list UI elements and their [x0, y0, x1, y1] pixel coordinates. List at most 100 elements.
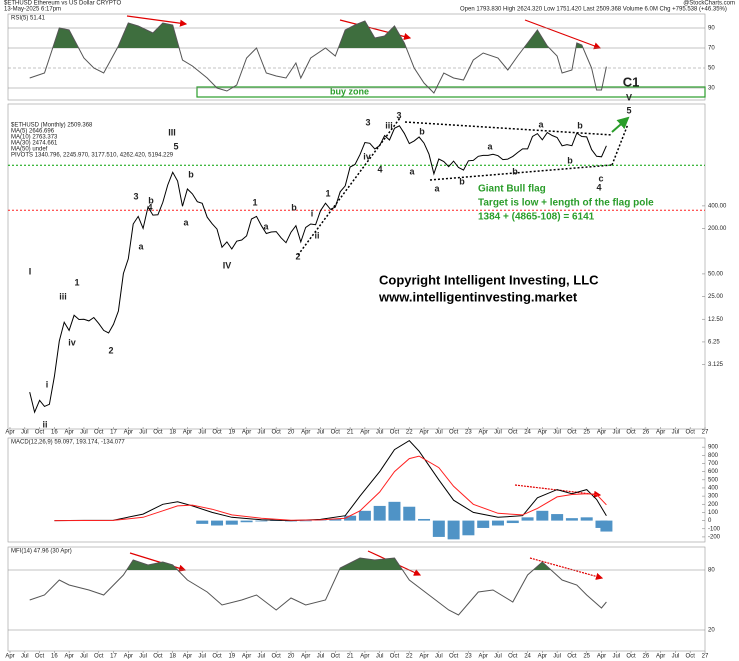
x-tick-label: Jul	[21, 430, 29, 436]
x-tick-label: Oct	[212, 654, 222, 660]
wave-label: 4	[147, 202, 152, 212]
x-tick-label: Apr	[64, 430, 73, 436]
x-tick-label: Oct	[271, 430, 281, 436]
x-tick-label: Oct	[626, 654, 636, 660]
histogram-bar	[418, 518, 431, 521]
wave-label: i	[46, 379, 49, 389]
x-tick-label: Jul	[80, 654, 88, 660]
histogram-bar	[551, 514, 564, 521]
x-tick-label: Apr	[124, 430, 133, 436]
wave-label: IV	[223, 260, 232, 270]
y-tick-label: 900	[708, 445, 719, 451]
x-tick-label: 19	[228, 430, 235, 436]
x-tick-label: 20	[288, 430, 295, 436]
x-tick-label: Oct	[153, 430, 163, 436]
header-source: @StockCharts.com	[683, 1, 735, 7]
x-tick-label: Apr	[301, 430, 310, 436]
x-tick-label: Apr	[597, 654, 606, 660]
macd-frame	[7, 437, 706, 543]
x-tick-label: Jul	[139, 430, 147, 436]
x-tick-label: Apr	[183, 430, 192, 436]
flag-lines	[297, 117, 629, 256]
url: www.intelligentinvesting.market	[378, 289, 578, 304]
y-tick-label: 400	[708, 486, 719, 492]
overbought-area	[29, 21, 607, 48]
y-tick-label: 90	[708, 26, 715, 32]
x-tick-label: Apr	[538, 430, 547, 436]
x-tick-label: Apr	[419, 654, 428, 660]
legend-entry: MA(5) 2646.696	[11, 129, 55, 135]
wave-label: I	[29, 266, 32, 276]
y-tick-label: 25.00	[708, 294, 724, 300]
x-tick-label: Oct	[331, 654, 341, 660]
histogram-bar	[403, 506, 416, 521]
wave-label: 5	[626, 105, 631, 115]
wave-label: 1	[325, 188, 330, 198]
wave-label: a	[409, 166, 415, 176]
wave-label: b	[188, 169, 194, 179]
y-tick-label: 500	[708, 477, 719, 483]
x-tick-label: Oct	[94, 430, 104, 436]
buy-zone-box	[196, 86, 706, 98]
x-tick-label: Jul	[672, 654, 680, 660]
wave-label: ii	[42, 419, 47, 429]
histogram-bar	[600, 520, 613, 532]
y-tick-label: 800	[708, 453, 719, 459]
panel-frames	[7, 13, 706, 652]
x-tick-label: Oct	[35, 654, 45, 660]
y-tick-label: 600	[708, 469, 719, 475]
flag-title: Giant Bull flag	[478, 184, 546, 195]
x-tick-label: Apr	[656, 654, 665, 660]
x-tick-label: 20	[288, 654, 295, 660]
legend-entry: PIVOTS 1340.796, 2245.970, 3177.510, 426…	[11, 153, 174, 159]
histogram-bar	[344, 515, 357, 521]
x-tick-label: Jul	[139, 654, 147, 660]
wave-label: b	[459, 176, 465, 186]
wave-label: a	[263, 221, 269, 231]
histogram-bar	[240, 520, 253, 523]
x-tick-label: 27	[702, 430, 709, 436]
legend-entry: MA(10) 2763.373	[11, 135, 58, 141]
x-tick-label: Apr	[419, 430, 428, 436]
x-tick-label: Jul	[612, 430, 620, 436]
flag-breakout	[611, 123, 629, 166]
y-tick-label: 50	[708, 66, 715, 72]
histogram-bar	[432, 520, 445, 537]
histogram-bar	[447, 520, 460, 540]
header-symbol: $ETHUSD Ethereum vs US Dollar CRYPTO	[4, 1, 121, 7]
histogram-bar	[358, 510, 371, 521]
x-tick-label: Oct	[626, 430, 636, 436]
wave-label: a	[434, 183, 440, 193]
x-tick-label: Apr	[242, 430, 251, 436]
flag-bottom	[429, 164, 613, 181]
x-tick-label: Jul	[494, 654, 502, 660]
x-tick-label: Jul	[198, 654, 206, 660]
x-tick-label: Apr	[5, 430, 14, 436]
y-tick-label: -200	[708, 534, 721, 540]
x-tick-label: 26	[643, 654, 650, 660]
x-tick-label: Oct	[271, 654, 281, 660]
wave-label: a	[183, 217, 189, 227]
x-tick-label: Oct	[449, 430, 459, 436]
x-tick-label: Oct	[686, 654, 696, 660]
wave-label: C1	[623, 74, 640, 89]
x-tick-label: 18	[169, 654, 176, 660]
wave-label: a	[538, 119, 544, 129]
x-tick-label: Jul	[612, 654, 620, 660]
histogram-bar	[521, 517, 534, 521]
x-tick-label: Oct	[35, 430, 45, 436]
price-frame	[7, 103, 706, 430]
mfi-title: MFI(14) 47.96 (30 Apr)	[11, 549, 72, 555]
x-tick-label: Oct	[567, 430, 577, 436]
x-tick-label: Jul	[376, 430, 384, 436]
wave-label: ii	[314, 230, 319, 240]
flag-calc: 1384 + (4865-108) = 6141	[478, 212, 595, 223]
x-tick-label: Jul	[317, 654, 325, 660]
wave-label: a	[487, 141, 493, 151]
wave-label: c	[598, 173, 603, 183]
x-tick-label: 24	[524, 430, 531, 436]
x-tick-label: 18	[169, 430, 176, 436]
x-tick-label: 27	[702, 654, 709, 660]
x-tick-label: 19	[228, 654, 235, 660]
